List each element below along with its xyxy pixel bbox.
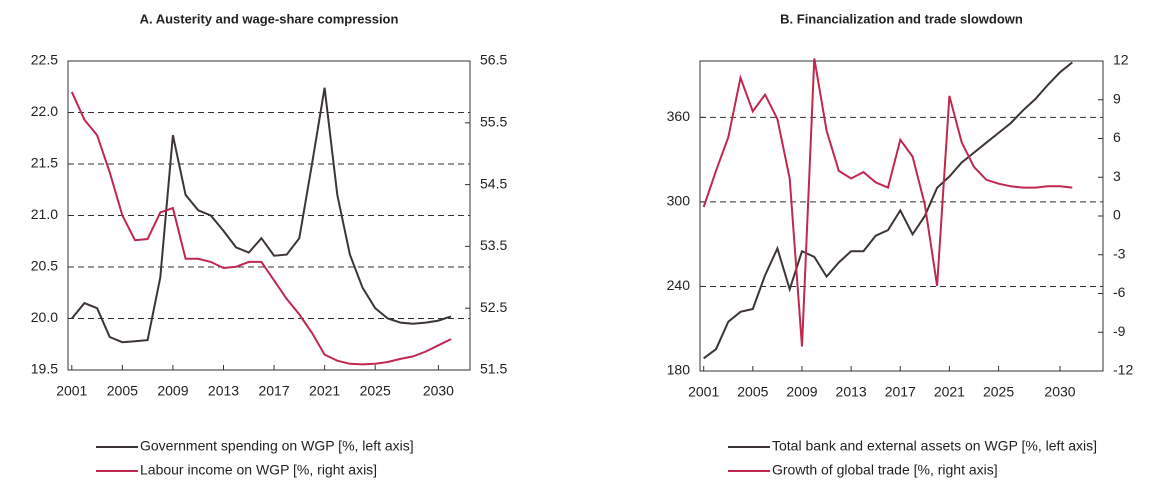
chart-title: A. Austerity and wage-share compression [140, 11, 399, 26]
y-tick-label: 21.0 [31, 206, 58, 222]
x-tick-label: 2030 [423, 383, 454, 399]
legend-label: Labour income on WGP [%, right axis] [140, 462, 377, 478]
y-tick-label: 300 [667, 193, 691, 209]
x-tick-label: 2021 [309, 383, 340, 399]
x-tick-label: 2017 [258, 383, 289, 399]
x-tick-label: 2017 [885, 384, 916, 400]
x-tick-label: 2005 [107, 383, 138, 399]
y2-tick-label: 54.5 [480, 175, 507, 191]
y-tick-label: 20.0 [31, 309, 58, 325]
legend-label: Government spending on WGP [%, left axis… [140, 438, 414, 454]
y2-tick-label: 0 [1113, 207, 1121, 223]
y2-tick-label: -6 [1113, 284, 1126, 300]
y-tick-label: 360 [667, 108, 691, 124]
y-tick-label: 22.5 [31, 52, 58, 68]
plot-frame [699, 60, 1104, 372]
x-tick-label: 2009 [157, 383, 188, 399]
y2-tick-label: 55.5 [480, 114, 507, 130]
legend-label: Growth of global trade [%, right axis] [772, 462, 998, 478]
y2-tick-label: 9 [1113, 90, 1121, 106]
series-line [702, 58, 1073, 347]
y-tick-label: 21.5 [31, 155, 58, 171]
y2-tick-label: 12 [1113, 52, 1129, 68]
legend-label: Total bank and external assets on WGP [%… [772, 438, 1097, 454]
y2-tick-label: -9 [1113, 323, 1126, 339]
series-line [703, 61, 1073, 360]
x-tick-label: 2009 [786, 384, 817, 400]
x-tick-label: 2021 [934, 384, 965, 400]
y2-tick-label: 3 [1113, 168, 1121, 184]
x-tick-label: 2013 [208, 383, 239, 399]
y2-tick-label: 52.5 [480, 299, 507, 315]
x-tick-label: 2013 [836, 384, 867, 400]
series-line [70, 91, 452, 366]
y2-tick-label: 6 [1113, 129, 1121, 145]
series-line [71, 87, 452, 344]
y2-tick-label: -3 [1113, 245, 1126, 261]
x-tick-label: 2030 [1044, 384, 1075, 400]
y2-tick-label: 53.5 [480, 237, 507, 253]
y-tick-label: 240 [667, 277, 691, 293]
y-tick-label: 22.0 [31, 103, 58, 119]
x-tick-label: 2001 [56, 383, 87, 399]
chart-title: B. Financialization and trade slowdown [780, 11, 1023, 26]
y-tick-label: 19.5 [31, 361, 58, 377]
y2-tick-label: 56.5 [480, 52, 507, 68]
y-tick-label: 20.5 [31, 258, 58, 274]
x-tick-label: 2001 [688, 384, 719, 400]
plot-frame [67, 60, 471, 371]
x-tick-label: 2025 [983, 384, 1014, 400]
x-tick-label: 2005 [737, 384, 768, 400]
y2-tick-label: 51.5 [480, 361, 507, 377]
x-tick-label: 2025 [360, 383, 391, 399]
y2-tick-label: -12 [1113, 362, 1133, 378]
y-tick-label: 180 [667, 362, 691, 378]
